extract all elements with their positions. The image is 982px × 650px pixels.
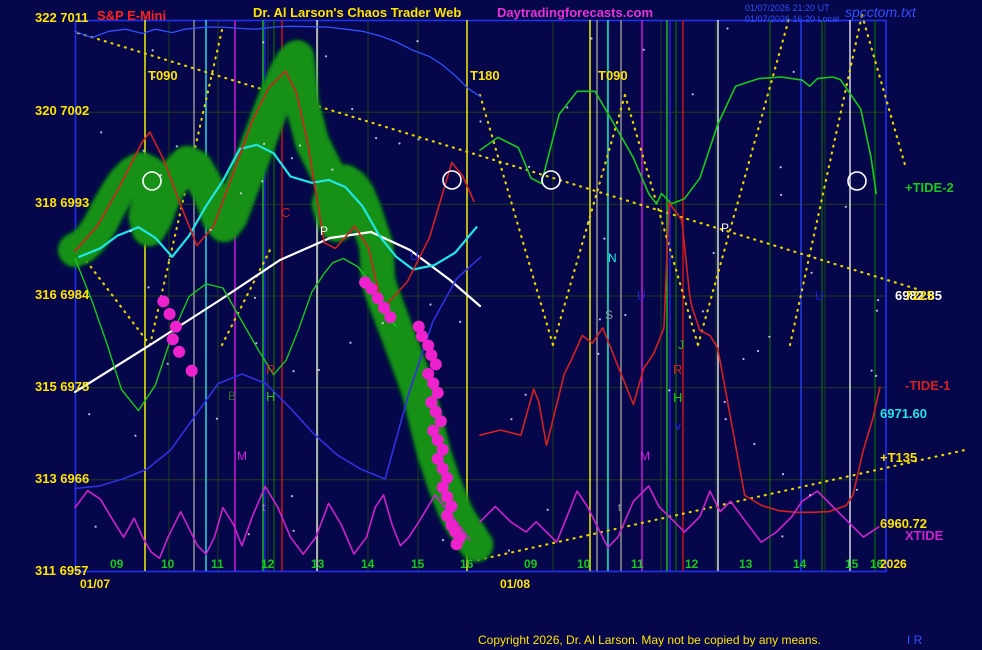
svg-text:P: P [320, 224, 328, 238]
svg-text:S&P E-Mini: S&P E-Mini [97, 8, 166, 23]
svg-text:10: 10 [161, 557, 175, 571]
svg-text:R: R [266, 362, 275, 377]
svg-text:313 6966: 313 6966 [35, 471, 89, 486]
svg-text:16: 16 [460, 557, 474, 571]
svg-text:N: N [608, 251, 617, 265]
svg-text:XTIDE: XTIDE [905, 528, 944, 543]
svg-text:09: 09 [110, 557, 124, 571]
svg-text:09: 09 [524, 557, 538, 571]
svg-text:B: B [228, 389, 236, 403]
svg-text:311 6957: 311 6957 [35, 563, 89, 578]
svg-text:13: 13 [311, 557, 325, 571]
svg-text:R: R [673, 362, 682, 377]
svg-text:U: U [815, 289, 824, 303]
svg-text:C: C [281, 205, 290, 220]
svg-text:v: v [675, 419, 681, 433]
svg-text:01/07/2026 21:20 UT: 01/07/2026 21:20 UT [745, 3, 830, 13]
svg-text:13: 13 [739, 557, 753, 571]
svg-text:Copyright 2026, Dr. Al Larson.: Copyright 2026, Dr. Al Larson. May not b… [478, 633, 821, 647]
svg-text:t: t [262, 502, 265, 514]
svg-text:15: 15 [411, 557, 425, 571]
svg-text:15: 15 [845, 557, 859, 571]
svg-text:10: 10 [577, 557, 591, 571]
svg-text:U: U [637, 289, 646, 303]
svg-text:320 7002: 320 7002 [35, 103, 89, 118]
svg-text:315 6975: 315 6975 [35, 379, 89, 394]
svg-text:H: H [673, 390, 682, 405]
svg-text:T180: T180 [470, 68, 500, 83]
svg-text:S: S [605, 308, 613, 322]
svg-text:U: U [410, 249, 419, 263]
svg-text:7225: 7225 [905, 288, 934, 303]
svg-text:t: t [618, 502, 621, 514]
svg-text:M: M [237, 449, 247, 463]
svg-text:Dr. Al Larson's Chaos Trader W: Dr. Al Larson's Chaos Trader Web [253, 5, 461, 20]
svg-text:11: 11 [631, 557, 644, 571]
svg-text:I R: I R [907, 633, 923, 647]
svg-text:12: 12 [261, 557, 275, 571]
svg-text:316 6984: 316 6984 [35, 287, 90, 302]
svg-text:01/07: 01/07 [80, 577, 110, 591]
svg-text:T090: T090 [148, 68, 178, 83]
svg-text:+T135: +T135 [880, 450, 917, 465]
svg-text:P: P [721, 221, 729, 235]
svg-text:14: 14 [361, 557, 375, 571]
svg-text:M: M [640, 449, 650, 463]
svg-text:2026: 2026 [880, 557, 907, 571]
svg-text:6971.60: 6971.60 [880, 406, 927, 421]
svg-text:Daytradingforecasts.com: Daytradingforecasts.com [497, 5, 653, 20]
svg-text:322 7011: 322 7011 [35, 10, 89, 25]
svg-text:spcctom.txt: spcctom.txt [845, 4, 917, 20]
svg-text:12: 12 [685, 557, 699, 571]
svg-text:01/07/2026 16:20 Local: 01/07/2026 16:20 Local [745, 14, 839, 24]
svg-text:-TIDE-1: -TIDE-1 [905, 378, 951, 393]
svg-text:H: H [266, 389, 275, 404]
svg-text:14: 14 [793, 557, 807, 571]
svg-text:J: J [678, 338, 684, 352]
svg-text:+TIDE-2: +TIDE-2 [905, 180, 954, 195]
svg-text:318 6993: 318 6993 [35, 195, 89, 210]
svg-text:11: 11 [211, 557, 224, 571]
svg-text:01/08: 01/08 [500, 577, 530, 591]
svg-text:T090: T090 [598, 68, 628, 83]
